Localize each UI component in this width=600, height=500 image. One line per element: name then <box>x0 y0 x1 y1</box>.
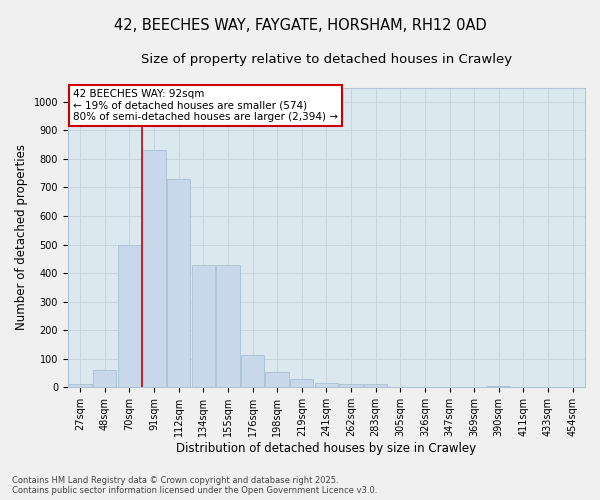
Text: 42, BEECHES WAY, FAYGATE, HORSHAM, RH12 0AD: 42, BEECHES WAY, FAYGATE, HORSHAM, RH12 … <box>113 18 487 32</box>
Bar <box>216 264 239 388</box>
Bar <box>364 384 388 388</box>
Bar <box>290 379 313 388</box>
Bar <box>314 383 338 388</box>
Bar <box>142 150 166 388</box>
Bar <box>241 354 264 388</box>
Bar <box>191 264 215 388</box>
Bar <box>93 370 116 388</box>
Bar <box>167 179 190 388</box>
Text: 42 BEECHES WAY: 92sqm
← 19% of detached houses are smaller (574)
80% of semi-det: 42 BEECHES WAY: 92sqm ← 19% of detached … <box>73 89 338 122</box>
Bar <box>118 244 141 388</box>
Bar <box>340 384 363 388</box>
Bar <box>265 372 289 388</box>
Text: Contains HM Land Registry data © Crown copyright and database right 2025.
Contai: Contains HM Land Registry data © Crown c… <box>12 476 377 495</box>
Bar <box>487 386 511 388</box>
X-axis label: Distribution of detached houses by size in Crawley: Distribution of detached houses by size … <box>176 442 476 455</box>
Bar <box>68 384 92 388</box>
Title: Size of property relative to detached houses in Crawley: Size of property relative to detached ho… <box>141 52 512 66</box>
Y-axis label: Number of detached properties: Number of detached properties <box>15 144 28 330</box>
